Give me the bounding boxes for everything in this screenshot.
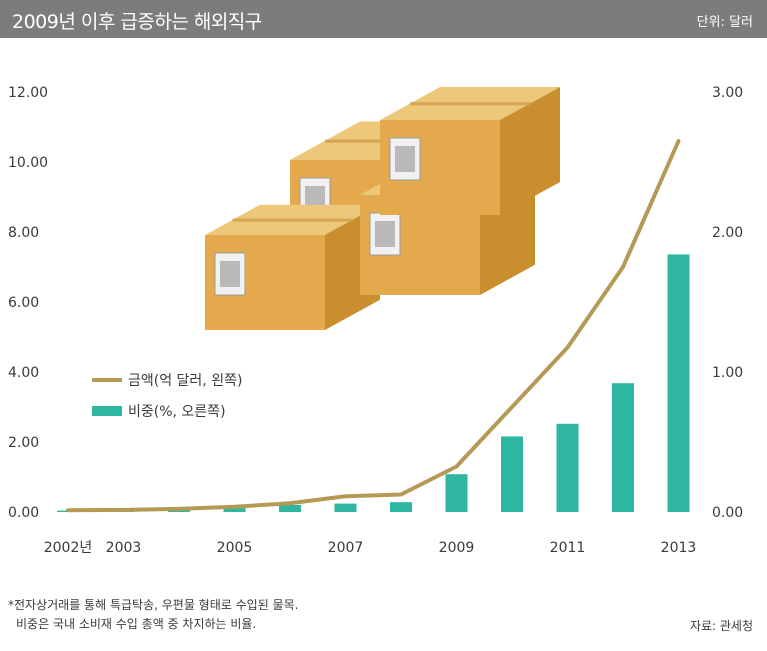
bar: [445, 474, 468, 512]
x-axis-tick-label: 2003: [106, 540, 142, 556]
bar: [667, 254, 690, 512]
chart-title: 2009년 이후 급증하는 해외직구: [12, 11, 262, 33]
bar: [390, 502, 412, 512]
left-axis-tick-label: 2.00: [8, 435, 39, 451]
box-top: [380, 87, 560, 215]
legend: 금액(억 달러, 왼쪽) 비중(%, 오른쪽): [92, 373, 242, 420]
x-axis-tick-label: 2013: [661, 540, 697, 556]
legend-label-amount: 금액(억 달러, 왼쪽): [128, 373, 242, 389]
x-axis-tick-label: 2011: [550, 540, 586, 556]
left-axis-tick-label: 4.00: [8, 365, 39, 381]
line-series: [66, 139, 681, 513]
bar: [612, 383, 634, 512]
left-axis-tick-label: 8.00: [8, 225, 39, 241]
title-bar: 2009년 이후 급증하는 해외직구 단위: 달러: [0, 0, 767, 38]
footnote-line-2: 비중은 국내 소비재 수입 총액 중 차지하는 비율.: [16, 617, 257, 631]
footnote-line-1: *전자상거래를 통해 특급탁송, 우편물 형태로 수입된 물목.: [8, 598, 299, 612]
unit-label: 단위: 달러: [696, 15, 753, 30]
x-axis: 2002년 2003 2005 2007 2009 2011 2013: [44, 540, 697, 556]
legend-bar-swatch: [92, 406, 122, 416]
bar: [556, 423, 579, 512]
left-axis: 12.00 10.00 8.00 6.00 4.00 2.00 0.00: [8, 85, 48, 521]
right-axis-tick-label: 0.00: [712, 505, 743, 521]
x-axis-tick-label: 2007: [328, 540, 364, 556]
footnote: *전자상거래를 통해 특급탁송, 우편물 형태로 수입된 물목. 비중은 국내 …: [8, 596, 298, 634]
box-left: [205, 204, 380, 330]
left-axis-tick-label: 12.00: [8, 85, 48, 101]
x-axis-tick-label: 2009: [439, 540, 475, 556]
left-axis-tick-label: 10.00: [8, 155, 48, 171]
right-axis: 3.00 2.00 1.00 0.00: [712, 85, 743, 521]
legend-label-share: 비중(%, 오른쪽): [128, 404, 226, 420]
boxes-illustration: [205, 87, 560, 330]
bar: [501, 436, 523, 512]
line-path: [66, 139, 681, 513]
left-axis-tick-label: 6.00: [8, 295, 39, 311]
bar: [279, 505, 301, 512]
right-axis-tick-label: 2.00: [712, 225, 743, 241]
bar: [334, 503, 357, 512]
x-axis-tick-label: 2005: [217, 540, 253, 556]
x-axis-tick-label: 2002년: [44, 540, 93, 556]
bar: [223, 506, 246, 512]
source-label: 자료: 관세청: [689, 619, 753, 633]
left-axis-tick-label: 0.00: [8, 505, 39, 521]
right-axis-tick-label: 1.00: [712, 365, 743, 381]
right-axis-tick-label: 3.00: [712, 85, 743, 101]
